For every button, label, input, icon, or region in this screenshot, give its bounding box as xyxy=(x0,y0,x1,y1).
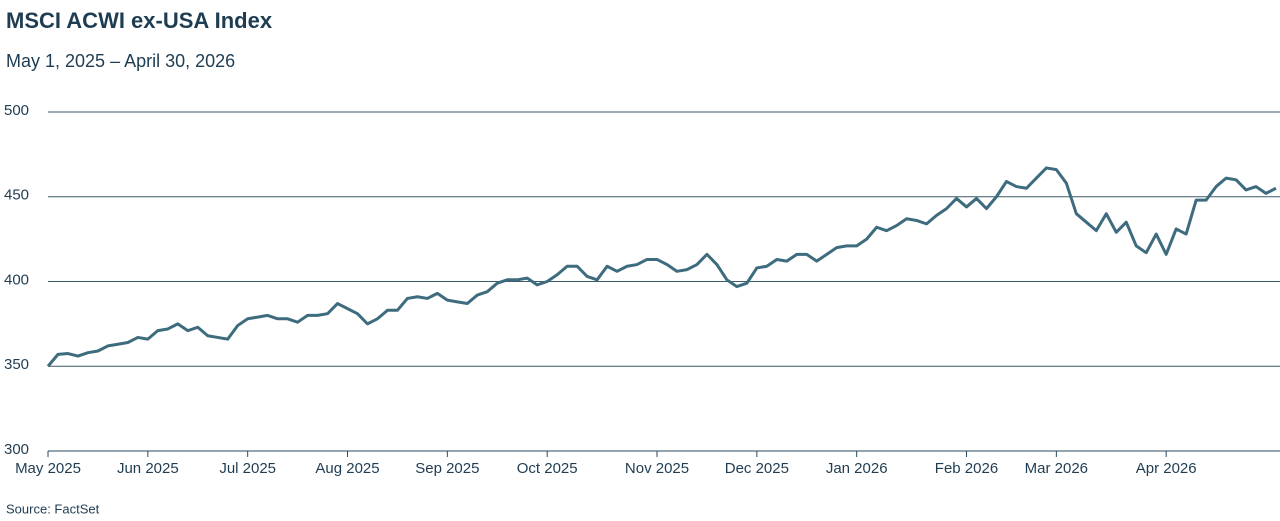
x-tick-label: Oct 2025 xyxy=(517,460,578,477)
x-tick-label: Sep 2025 xyxy=(415,460,479,477)
x-tick-label: May 2025 xyxy=(15,460,81,477)
y-tick-label: 400 xyxy=(4,271,29,288)
x-tick-label: Jan 2026 xyxy=(826,460,888,477)
y-tick-label: 350 xyxy=(4,356,29,373)
y-tick-label: 300 xyxy=(4,441,29,458)
x-tick-label: Jul 2025 xyxy=(219,460,276,477)
line-series xyxy=(46,166,1277,368)
chart-subtitle: May 1, 2025 – April 30, 2026 xyxy=(6,51,235,71)
y-tick-label: 450 xyxy=(4,187,29,204)
x-tick-label: Nov 2025 xyxy=(625,460,689,477)
source-note: Source: FactSet xyxy=(6,501,100,516)
chart-title: MSCI ACWI ex-USA Index xyxy=(6,8,273,33)
x-tick-label: Feb 2026 xyxy=(935,460,998,477)
x-tick-label: Aug 2025 xyxy=(315,460,379,477)
y-tick-label: 500 xyxy=(4,102,29,119)
x-tick-label: Jun 2025 xyxy=(117,460,179,477)
x-tick-label: Dec 2025 xyxy=(725,460,789,477)
x-tick-label: Apr 2026 xyxy=(1136,460,1197,477)
x-tick-label: Mar 2026 xyxy=(1025,460,1088,477)
